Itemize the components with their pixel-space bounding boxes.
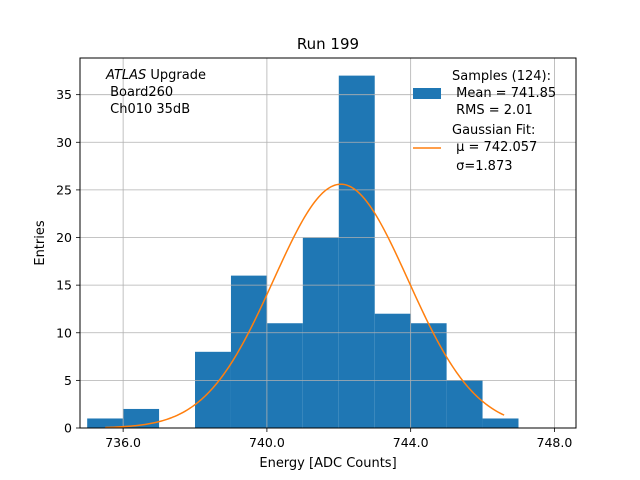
annotation-line-2: Board260 (106, 85, 173, 100)
histogram-bar (446, 380, 483, 428)
chart-title: Run 199 (297, 35, 359, 53)
annotation-line-3: Ch010 35dB (106, 102, 190, 117)
histogram-bar (87, 418, 124, 428)
y-tick-label: 20 (56, 230, 72, 245)
annotation-rest: Upgrade (146, 68, 206, 83)
x-tick-label: 744.0 (393, 435, 429, 450)
y-tick-label: 30 (56, 135, 72, 150)
y-tick-label: 25 (56, 182, 72, 197)
y-tick-label: 10 (56, 325, 72, 340)
legend: Samples (124): Mean = 741.85 RMS = 2.01 … (413, 69, 556, 174)
annotation-line-1: ATLAS Upgrade (105, 68, 206, 83)
x-axis-label: Energy [ADC Counts] (259, 456, 396, 471)
histogram-bar (482, 418, 519, 428)
y-tick-label: 5 (64, 373, 72, 388)
x-tick-label: 748.0 (537, 435, 573, 450)
histogram-bar (374, 313, 411, 428)
histogram-bar (266, 323, 303, 428)
gaussian-fit (105, 183, 505, 429)
histogram-bar (230, 275, 267, 428)
x-tick-label: 740.0 (249, 435, 285, 450)
fit-curve (105, 183, 505, 429)
legend-fit-line-2: μ = 742.057 (452, 140, 537, 155)
histogram-bar (338, 75, 375, 428)
x-tick-label: 736.0 (105, 435, 141, 450)
y-axis-label: Entries (33, 220, 48, 266)
y-tick-label: 0 (64, 421, 72, 436)
histogram-bars (87, 75, 519, 428)
plot-frame (79, 57, 577, 429)
legend-fit-line-3: σ=1.873 (452, 159, 512, 174)
y-tick-label: 35 (56, 87, 72, 102)
histogram-bar (410, 323, 447, 428)
legend-hist-swatch (413, 88, 441, 99)
legend-hist-line-3: RMS = 2.01 (452, 103, 533, 118)
legend-hist-line-1: Samples (124): (452, 69, 551, 84)
annotation-italic: ATLAS (105, 68, 146, 83)
x-axis-ticks: 736.0 740.0 744.0 748.0 (105, 428, 572, 450)
y-tick-label: 15 (56, 278, 72, 293)
y-axis-ticks: 0 5 10 15 20 25 30 35 (56, 87, 80, 436)
annotation: ATLAS Upgrade Board260 Ch010 35dB (105, 68, 206, 117)
legend-fit-line-1: Gaussian Fit: (452, 123, 535, 138)
legend-hist-line-2: Mean = 741.85 (452, 86, 556, 101)
histogram-bar (195, 351, 231, 428)
